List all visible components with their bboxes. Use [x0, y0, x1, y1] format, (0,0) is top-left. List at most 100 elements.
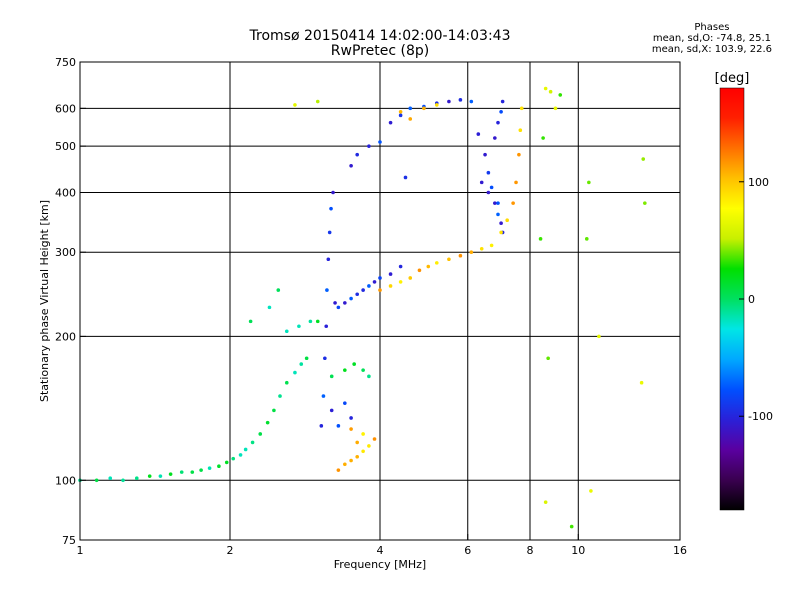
data-point — [517, 152, 521, 157]
data-point — [108, 476, 113, 481]
data-point — [499, 110, 503, 114]
y-tick-label: 750 — [55, 56, 76, 69]
data-point — [343, 368, 347, 372]
data-point — [367, 284, 371, 288]
data-point — [217, 464, 221, 469]
data-point — [499, 230, 503, 235]
data-point — [324, 324, 329, 329]
data-point — [327, 230, 332, 235]
data-point — [479, 180, 484, 185]
data-point — [349, 427, 353, 431]
data-point — [496, 120, 500, 125]
data-point — [361, 288, 365, 292]
data-point — [548, 89, 553, 94]
data-point — [408, 276, 413, 280]
data-point — [417, 268, 422, 273]
data-point — [297, 324, 301, 329]
data-point — [199, 468, 203, 472]
data-point — [121, 478, 125, 483]
colorbar-tick-label: -100 — [748, 410, 773, 423]
data-point — [284, 329, 289, 334]
phases-o-mode: mean, sd,O: -74.8, 25.1 — [652, 33, 772, 44]
data-point — [343, 301, 347, 305]
data-point — [349, 163, 353, 168]
y-tick-label: 100 — [55, 474, 76, 487]
data-point — [349, 416, 353, 420]
data-point — [367, 444, 371, 448]
data-point — [643, 201, 647, 205]
data-point — [231, 456, 236, 461]
data-point — [367, 144, 371, 148]
data-point — [372, 280, 377, 284]
data-point — [519, 106, 524, 111]
colorbar-tick-label: 100 — [748, 176, 769, 189]
data-point — [476, 132, 481, 136]
y-tick-label: 400 — [55, 186, 76, 199]
data-point — [349, 458, 353, 463]
data-point — [447, 257, 451, 262]
x-tick-label: 4 — [377, 544, 384, 557]
data-point — [398, 113, 403, 118]
data-point — [505, 218, 509, 223]
data-point — [378, 276, 382, 280]
data-point — [388, 284, 393, 288]
data-point — [558, 93, 563, 97]
data-point — [372, 437, 377, 441]
data-point — [489, 185, 494, 190]
chart-title: Tromsø 20150414 14:02:00-14:03:43 — [249, 28, 511, 44]
x-axis-label: Frequency [MHz] — [334, 558, 426, 571]
data-point — [315, 99, 320, 104]
data-point — [276, 288, 281, 292]
data-point — [293, 103, 297, 107]
data-point — [486, 170, 491, 175]
data-point — [272, 408, 276, 413]
data-point — [238, 453, 243, 457]
chart-subtitle: RwPretec (8p) — [330, 43, 430, 59]
data-point — [293, 370, 297, 375]
data-point — [587, 180, 591, 185]
data-point — [361, 432, 365, 436]
data-point — [284, 380, 289, 385]
data-point — [538, 237, 543, 241]
data-point — [518, 128, 523, 132]
y-tick-label: 300 — [55, 246, 76, 259]
data-point — [361, 449, 365, 454]
data-point — [323, 356, 327, 361]
data-point — [434, 103, 439, 107]
y-tick-label: 600 — [55, 102, 76, 115]
data-point — [352, 362, 356, 366]
data-point — [458, 98, 463, 102]
data-point — [325, 288, 329, 292]
data-point — [639, 380, 644, 385]
data-point — [408, 117, 413, 121]
data-point — [447, 99, 451, 104]
data-point — [265, 420, 270, 425]
data-point — [398, 264, 403, 269]
phases-heading: Phases — [694, 22, 730, 33]
data-point — [355, 292, 359, 297]
data-point — [224, 460, 229, 465]
y-tick-label: 200 — [55, 330, 76, 343]
data-point — [500, 99, 505, 104]
data-point — [426, 264, 431, 269]
data-point — [378, 288, 382, 292]
data-point — [541, 136, 545, 140]
data-point — [469, 99, 474, 104]
data-point — [134, 476, 139, 481]
data-point — [511, 201, 515, 205]
data-point — [355, 152, 359, 157]
data-point — [308, 319, 313, 324]
data-point — [408, 106, 413, 111]
x-tick-label: 10 — [571, 544, 585, 557]
data-point — [584, 237, 589, 241]
data-point — [398, 110, 403, 114]
data-point — [355, 440, 359, 445]
data-point — [248, 319, 253, 324]
data-point — [388, 120, 393, 125]
colorbar-label: [deg] — [715, 71, 750, 86]
colorbar-tick-label: 0 — [748, 293, 755, 306]
data-point — [147, 474, 152, 478]
data-point — [496, 201, 500, 205]
